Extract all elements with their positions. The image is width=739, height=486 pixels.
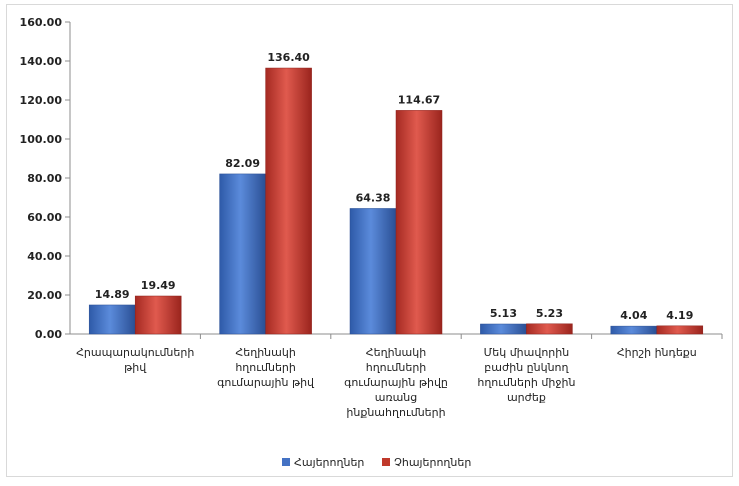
y-tick-label: 60.00 <box>27 211 62 224</box>
data-label: 5.13 <box>490 307 517 320</box>
bar-series1 <box>480 323 527 335</box>
category-label: Հեղինակի հղումների գումարային թիվ <box>217 346 315 389</box>
legend-label: Չհայերողներ <box>394 456 471 469</box>
legend-swatch <box>282 458 290 466</box>
bar-series1 <box>610 325 658 335</box>
legend-swatch <box>382 458 390 466</box>
y-tick-label: 160.00 <box>20 16 63 29</box>
category-labels: Հրապարակումների թիվ Հեղինակի հղումների գումա… <box>76 346 697 419</box>
data-label: 5.23 <box>536 307 563 320</box>
bar-series2 <box>265 67 312 335</box>
y-tick-label: 0.00 <box>35 328 62 341</box>
bar-series2 <box>134 295 182 335</box>
data-label: 114.67 <box>398 93 440 106</box>
category-label: Մեկ միավորին բաժին ընկնող հղումների միջին ա… <box>477 346 575 404</box>
y-tick-label: 100.00 <box>20 133 63 146</box>
y-tick-label: 40.00 <box>27 250 62 263</box>
y-tick-label: 80.00 <box>27 172 62 185</box>
data-label: 82.09 <box>225 157 260 170</box>
legend-label: Հայերողներ <box>294 456 364 469</box>
data-label: 4.04 <box>620 309 647 322</box>
bar-series1 <box>219 173 266 335</box>
bars <box>88 67 704 335</box>
category-label: Հեղինակի հղումների գումարային թիվը առանց ինք… <box>344 346 448 419</box>
bar-series1 <box>349 208 397 335</box>
bar-series2 <box>656 325 704 335</box>
data-label: 4.19 <box>666 309 693 322</box>
category-label: Հրապարակումների թիվ <box>76 346 194 374</box>
y-tick-label: 20.00 <box>27 289 62 302</box>
legend: Հայերողներ Չհայերողներ <box>282 456 471 469</box>
data-label: 14.89 <box>95 288 130 301</box>
y-axis: 0.00 20.00 40.00 60.00 80.00 100.00 120.00 140.… <box>20 16 71 341</box>
data-label: 136.40 <box>267 51 310 64</box>
y-tick-label: 120.00 <box>20 94 63 107</box>
bar-series2 <box>395 110 443 335</box>
data-label: 64.38 <box>356 191 391 204</box>
data-labels: 14.89 19.49 82.09 136.40 64.38 114.67 5.13 5.23… <box>95 51 694 322</box>
bar-series2 <box>526 323 573 335</box>
category-label: Հիրշի ինդեքս <box>617 346 697 359</box>
bar-series1 <box>88 304 136 335</box>
y-tick-label: 140.00 <box>20 55 63 68</box>
data-label: 19.49 <box>141 279 176 292</box>
